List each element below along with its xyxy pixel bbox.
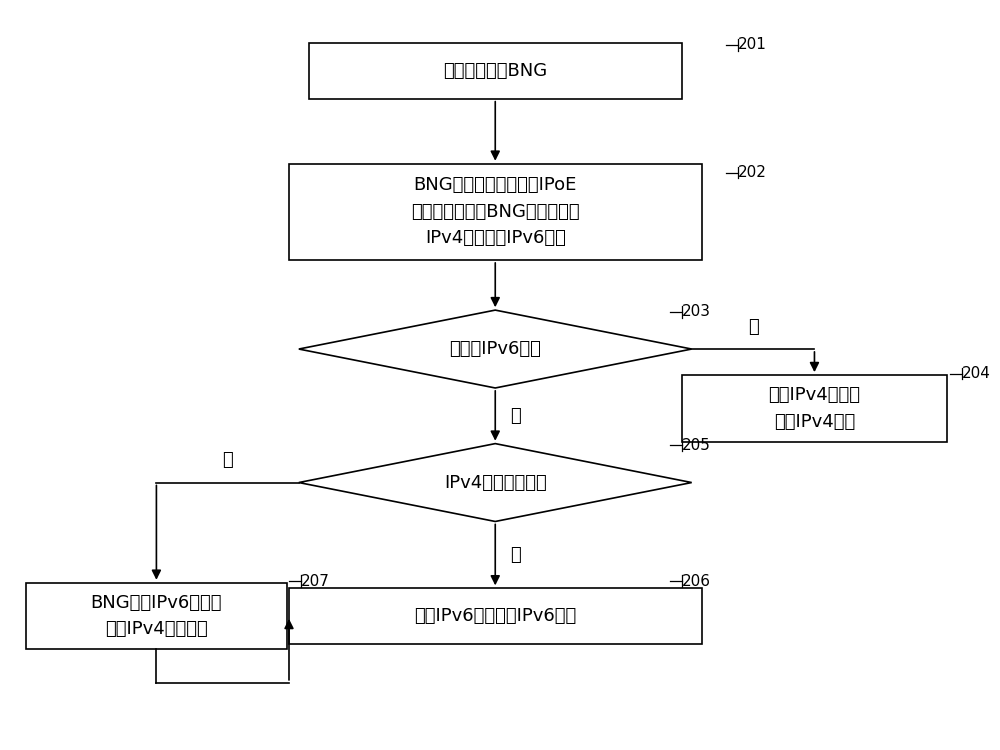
Text: 正常IPv4接入，
获取IPv4地址: 正常IPv4接入， 获取IPv4地址: [768, 386, 860, 430]
Text: 201: 201: [738, 38, 767, 52]
Text: 是: 是: [510, 546, 521, 564]
FancyBboxPatch shape: [289, 588, 702, 644]
Text: BNG发现该用户主机是IPoE
双栈用户主机，BNG检查用户是
IPv4接入还是IPv6接入: BNG发现该用户主机是IPoE 双栈用户主机，BNG检查用户是 IPv4接入还是…: [411, 176, 580, 248]
Text: 允许IPv6接入获取IPv6地址: 允许IPv6接入获取IPv6地址: [414, 607, 576, 625]
FancyBboxPatch shape: [309, 43, 682, 99]
Text: 否: 否: [748, 318, 758, 336]
Polygon shape: [299, 310, 692, 388]
Text: 202: 202: [738, 165, 767, 180]
Text: BNG抑制IPv6接入，
等待IPv4接入成功: BNG抑制IPv6接入， 等待IPv4接入成功: [91, 594, 222, 638]
Text: 否: 否: [222, 452, 233, 470]
Text: IPv4是否接入成功: IPv4是否接入成功: [444, 473, 547, 491]
Text: 是: 是: [510, 406, 521, 424]
Polygon shape: [299, 443, 692, 521]
Text: 207: 207: [301, 574, 330, 589]
FancyBboxPatch shape: [289, 164, 702, 260]
Text: 204: 204: [962, 366, 991, 381]
Text: 203: 203: [682, 304, 711, 320]
Text: 206: 206: [682, 574, 711, 589]
FancyBboxPatch shape: [26, 583, 287, 650]
Text: 用户主机接入BNG: 用户主机接入BNG: [443, 62, 547, 80]
Text: 是否是IPv6接入: 是否是IPv6接入: [449, 340, 541, 358]
FancyBboxPatch shape: [682, 375, 947, 442]
Text: 205: 205: [682, 438, 711, 453]
